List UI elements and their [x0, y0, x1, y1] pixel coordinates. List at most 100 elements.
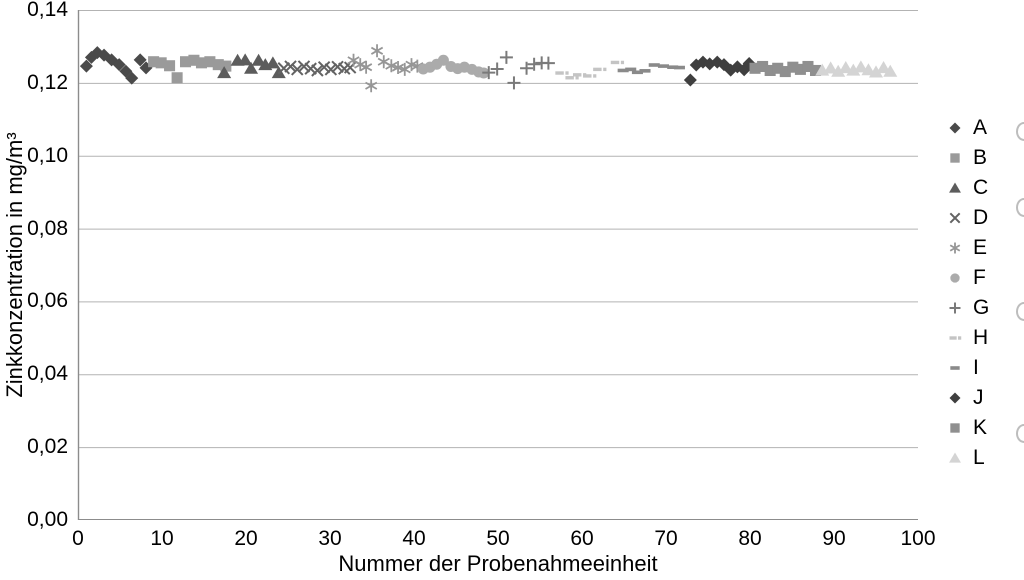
diamond-marker-icon — [949, 392, 961, 404]
dash-marker-icon — [631, 70, 643, 75]
data-point-b — [220, 60, 232, 72]
diamond-marker-icon — [139, 61, 153, 75]
data-point-h — [583, 74, 597, 78]
plus-marker-icon — [541, 56, 555, 70]
x-tick-label: 70 — [654, 527, 678, 550]
dash-dot-marker-icon — [620, 60, 625, 65]
data-point-i — [639, 69, 651, 73]
data-point-h — [555, 71, 569, 75]
dash-marker-icon — [950, 366, 960, 370]
asterisk-marker-icon — [391, 61, 405, 75]
dash-dot-marker-icon — [583, 74, 592, 78]
square-marker-icon — [179, 56, 192, 68]
plus-marker-icon — [520, 61, 534, 75]
data-point-c — [217, 66, 232, 79]
diamond-marker-icon — [742, 57, 756, 71]
diamond-marker-icon — [949, 122, 961, 134]
data-point-l — [846, 63, 861, 76]
asterisk-marker-icon — [385, 59, 398, 73]
data-point-d — [311, 64, 324, 77]
dash-dot-marker-icon — [565, 71, 569, 75]
square-marker-icon — [148, 56, 160, 68]
data-point-k — [787, 61, 799, 73]
triangle-marker-icon — [949, 452, 961, 463]
legend-item-g: G — [944, 293, 989, 323]
data-point-b — [188, 54, 200, 66]
series-j — [683, 55, 756, 87]
square-marker-icon — [772, 62, 784, 74]
square-marker-icon — [809, 64, 822, 76]
legend-item-l: L — [944, 443, 989, 473]
data-point-i — [617, 68, 629, 73]
data-point-d — [324, 63, 338, 76]
series-f — [417, 54, 490, 79]
plus-marker-icon — [507, 76, 521, 90]
data-point-a — [112, 58, 126, 72]
series-g — [482, 50, 555, 90]
data-point-i — [648, 63, 660, 67]
x-marker-icon — [317, 60, 331, 74]
dash-dot-marker-icon — [593, 74, 597, 78]
data-point-a — [133, 53, 147, 67]
dash-marker-icon — [639, 69, 651, 73]
square-marker-icon — [212, 59, 224, 71]
legend-item-d: D — [944, 203, 989, 233]
data-point-a — [119, 64, 133, 78]
square-marker-icon — [950, 153, 960, 163]
diamond-marker-icon — [112, 58, 126, 72]
square-marker-icon — [757, 60, 769, 72]
triangle-marker-icon — [244, 61, 259, 74]
triangle-marker-icon — [949, 182, 961, 193]
asterisk-marker-icon — [365, 79, 378, 93]
data-point-d — [297, 60, 311, 73]
data-point-i — [625, 67, 637, 72]
data-point-b — [148, 56, 160, 68]
data-point-a — [139, 61, 153, 75]
data-point-d — [291, 63, 304, 76]
data-point-e — [360, 60, 373, 74]
plus-marker-icon — [490, 62, 504, 76]
data-point-b — [164, 60, 176, 72]
data-point-d — [317, 60, 331, 74]
x-tick-label: 50 — [486, 527, 510, 550]
dash-dot-marker-icon — [958, 336, 962, 340]
x-tick-label: 10 — [150, 527, 174, 550]
square-marker-icon — [787, 61, 799, 73]
square-marker-icon — [220, 60, 232, 72]
dash-marker-icon — [657, 64, 670, 68]
x-marker-icon — [949, 212, 961, 224]
data-point-l — [868, 65, 884, 78]
plus-marker-icon — [482, 66, 496, 80]
x-marker-icon — [311, 64, 324, 77]
dash-dot-marker-icon — [603, 67, 607, 72]
diamond-marker-icon — [84, 50, 98, 64]
legend-item-a: A — [944, 113, 989, 143]
triangle-marker-icon — [846, 63, 861, 76]
square-marker-icon — [764, 64, 776, 76]
data-point-l — [861, 63, 876, 76]
legend-item-k: K — [944, 413, 989, 443]
triangle-marker-icon — [949, 182, 961, 193]
data-point-i — [657, 64, 670, 68]
data-point-e — [391, 61, 405, 75]
square-marker-icon — [950, 153, 960, 163]
data-point-j — [683, 73, 697, 87]
series-a — [79, 46, 153, 85]
y-tick-label: 0,00 — [27, 508, 68, 531]
diamond-marker-icon — [125, 71, 139, 85]
triangle-marker-icon — [831, 64, 846, 77]
x-marker-icon — [324, 63, 338, 76]
x-tick-label: 30 — [318, 527, 342, 550]
data-point-b — [171, 72, 183, 84]
dash-marker-icon — [950, 366, 960, 370]
data-point-l — [883, 64, 898, 77]
legend-label-c: C — [973, 176, 989, 199]
data-point-b — [204, 56, 216, 68]
square-marker-icon — [749, 62, 761, 74]
data-point-l — [838, 61, 853, 74]
circle-marker-icon — [950, 273, 960, 283]
triangle-marker-icon — [876, 61, 891, 74]
y-tick-label: 0,04 — [27, 362, 68, 386]
